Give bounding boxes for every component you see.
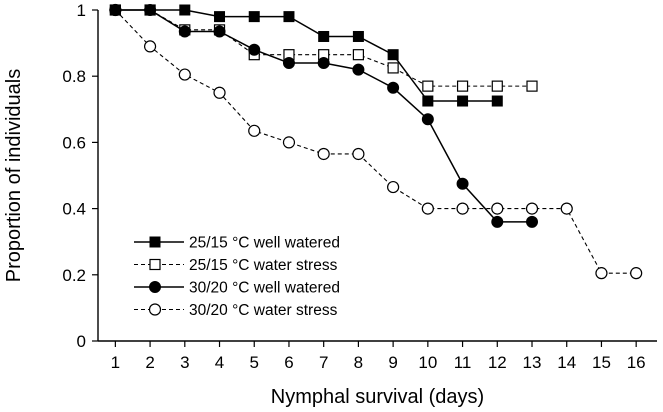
legend-item-25-15-well-watered: 25/15 °C well watered xyxy=(134,235,340,252)
data-point xyxy=(283,11,295,23)
series-1 xyxy=(109,4,538,92)
data-point xyxy=(109,4,121,16)
legend-marker xyxy=(149,236,161,248)
legend-marker xyxy=(148,303,162,316)
y-tick-label: 0.8 xyxy=(62,67,86,86)
series-line xyxy=(115,9,533,87)
data-point xyxy=(318,30,330,42)
data-point xyxy=(456,202,469,215)
data-point xyxy=(422,95,434,107)
x-tick-label: 2 xyxy=(145,353,154,372)
x-tick-label: 10 xyxy=(418,353,437,372)
x-tick-label: 9 xyxy=(388,353,397,372)
data-point xyxy=(387,180,400,194)
data-point xyxy=(387,49,399,61)
data-point xyxy=(421,202,434,215)
x-tick-label: 4 xyxy=(215,353,224,372)
data-point xyxy=(213,86,226,99)
y-tick-label: 0.6 xyxy=(62,133,86,152)
x-tick-label: 6 xyxy=(284,353,293,372)
data-point xyxy=(143,40,157,53)
series-layer xyxy=(109,3,643,280)
x-tick-label: 11 xyxy=(454,353,472,372)
legend-marker xyxy=(149,281,161,293)
x-tick-label: 16 xyxy=(627,353,646,372)
legend-marker xyxy=(149,258,161,271)
x-tick-label: 13 xyxy=(523,353,542,372)
data-point xyxy=(491,202,504,215)
x-tick-label: 15 xyxy=(592,353,611,372)
y-tick-label: 0 xyxy=(77,332,86,351)
legend-item-30-20-well-watered: 30/20 °C well watered xyxy=(134,280,340,297)
series-line xyxy=(115,9,498,102)
data-point xyxy=(248,43,261,56)
series-line xyxy=(114,9,637,274)
y-tick-label: 0.4 xyxy=(62,200,86,219)
x-tick-label: 1 xyxy=(111,353,120,372)
data-point xyxy=(352,49,365,61)
x-tick-label: 14 xyxy=(557,353,576,372)
data-point xyxy=(317,56,330,69)
legend-item-30-20-water-stress: 30/20 °C water stress xyxy=(134,302,338,319)
x-tick-label: 12 xyxy=(488,353,507,372)
data-point xyxy=(491,215,504,228)
data-point xyxy=(214,11,226,23)
series-3 xyxy=(109,3,643,280)
data-point xyxy=(317,147,330,161)
data-point xyxy=(352,147,365,161)
data-point xyxy=(421,113,434,126)
data-point xyxy=(595,267,608,280)
legend-label: 30/20 °C well watered xyxy=(189,280,340,297)
data-point xyxy=(213,25,226,38)
data-point xyxy=(525,202,539,215)
data-point xyxy=(387,62,399,74)
data-point xyxy=(422,80,434,92)
data-point xyxy=(352,63,365,76)
data-point xyxy=(248,124,261,137)
y-tick-label: 0.2 xyxy=(62,266,86,285)
data-point xyxy=(144,4,156,16)
data-point xyxy=(491,95,503,107)
legend-item-25-15-water-stress: 25/15 °C water stress xyxy=(134,257,338,274)
y-tick-label: 1 xyxy=(77,1,86,20)
data-point xyxy=(560,202,573,215)
x-tick-label: 8 xyxy=(354,353,363,372)
axes xyxy=(97,10,657,342)
legend-label: 30/20 °C water stress xyxy=(189,302,338,319)
x-tick-label: 3 xyxy=(180,353,189,372)
data-point xyxy=(457,95,469,107)
data-point xyxy=(491,80,503,92)
tick-layer: 00.20.40.60.811 2 3 4 5 6 7 8 9 10 11 12 13 14 15 16 xyxy=(62,1,645,372)
data-point xyxy=(178,25,191,38)
data-point xyxy=(282,136,296,149)
x-tick-label: 7 xyxy=(319,353,328,372)
data-point xyxy=(282,56,295,69)
data-point xyxy=(387,81,400,94)
data-point xyxy=(179,4,191,16)
data-point xyxy=(178,68,191,81)
data-point xyxy=(456,177,469,190)
data-point xyxy=(352,30,364,42)
legend-label: 25/15 °C well watered xyxy=(189,235,340,252)
data-point xyxy=(630,267,643,280)
x-tick-label: 5 xyxy=(250,353,259,372)
data-point xyxy=(526,215,539,228)
legend: 25/15 °C well watered 25/15 °C water str… xyxy=(134,235,340,319)
data-point xyxy=(456,80,469,92)
y-axis-title: Proportion of individuals xyxy=(3,69,25,282)
x-axis-title: Nymphal survival (days) xyxy=(271,386,484,408)
legend-label: 25/15 °C water stress xyxy=(189,257,338,274)
data-point xyxy=(526,80,538,92)
data-point xyxy=(248,11,260,23)
series-0 xyxy=(109,4,503,107)
